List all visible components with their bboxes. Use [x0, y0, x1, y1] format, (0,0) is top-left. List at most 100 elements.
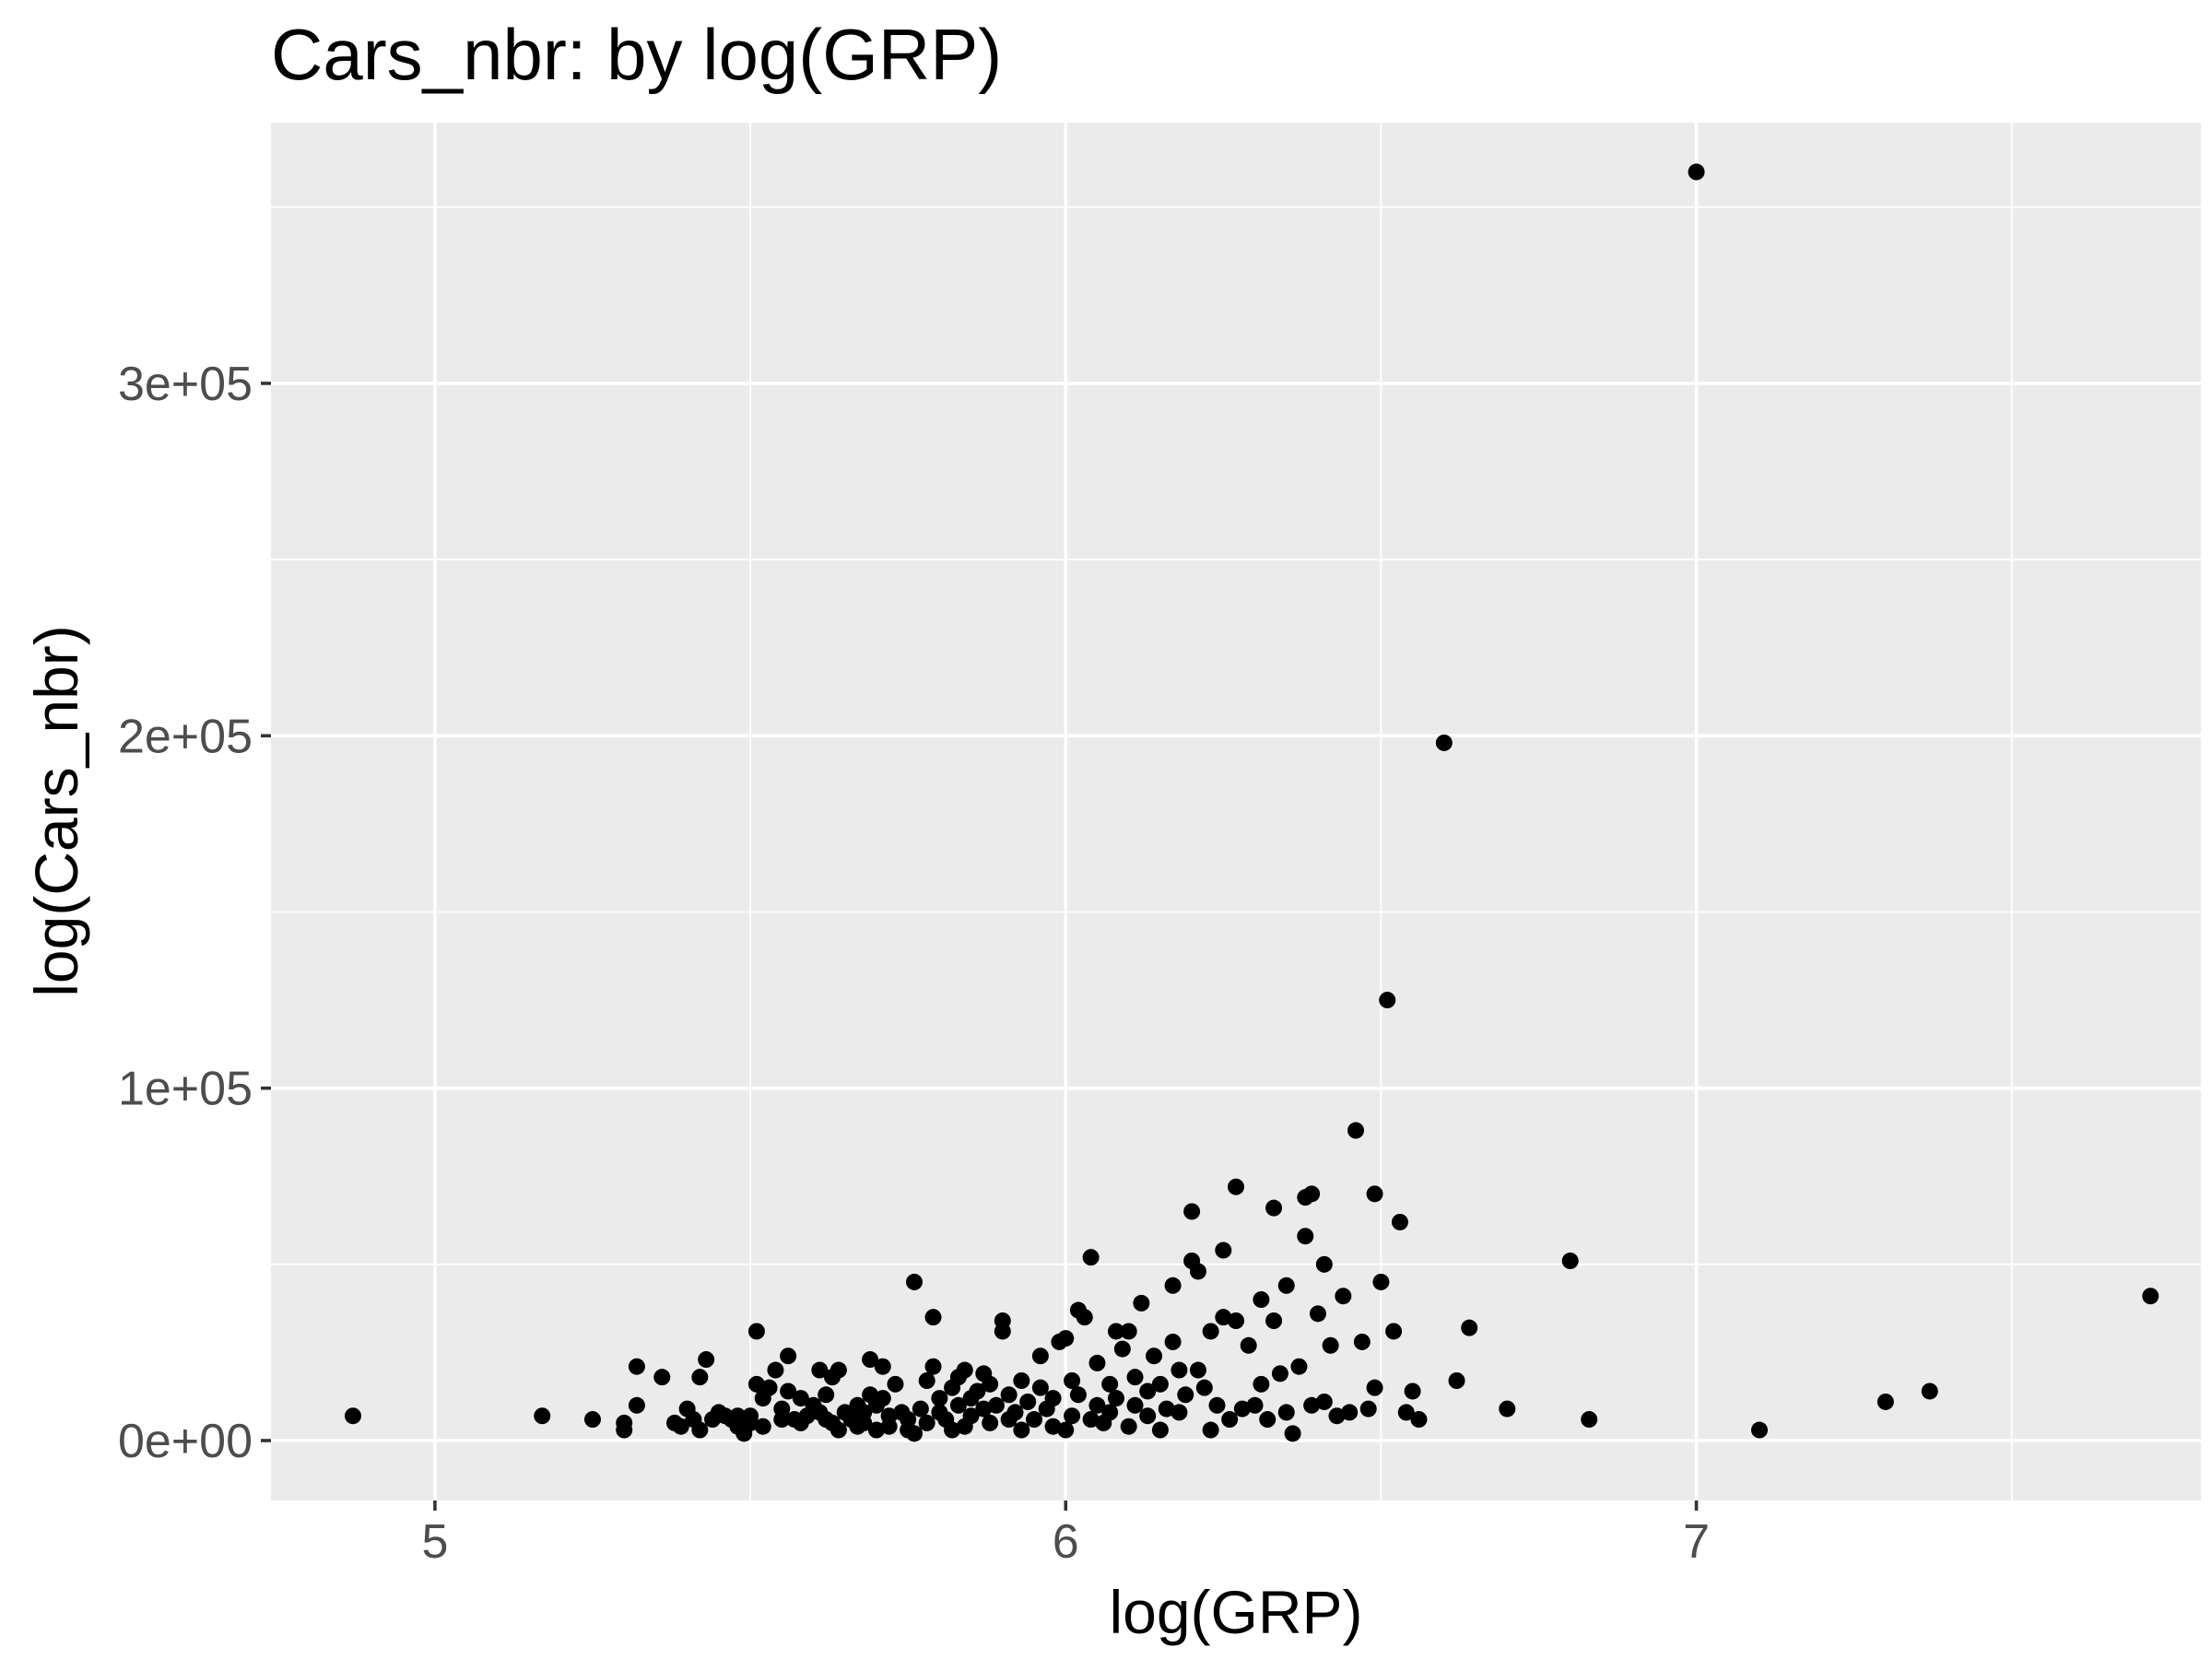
data-point [1158, 1400, 1175, 1418]
data-point [1044, 1418, 1062, 1435]
data-point [918, 1414, 935, 1431]
data-point [1561, 1253, 1579, 1269]
grid-major [271, 123, 2201, 1500]
y-tick-label: 1e+05 [118, 1063, 253, 1116]
data-point [1253, 1291, 1270, 1309]
data-point [747, 1323, 765, 1340]
data-point [906, 1425, 923, 1442]
data-point [1139, 1382, 1157, 1400]
data-point [887, 1375, 904, 1393]
data-point [1031, 1347, 1049, 1365]
data-point [1126, 1369, 1144, 1386]
data-point [1277, 1277, 1295, 1294]
tick-labels: 5 6 7 0e+00 1e+05 2e+05 3e+05 [118, 358, 1710, 1569]
data-point [534, 1407, 551, 1425]
data-point [1000, 1386, 1018, 1404]
data-point [1253, 1375, 1270, 1393]
data-point [1088, 1396, 1106, 1414]
data-point [1315, 1255, 1333, 1273]
grid-minor [271, 123, 2201, 1500]
data-point [653, 1369, 671, 1386]
data-point [1057, 1421, 1075, 1439]
data-point [811, 1361, 829, 1379]
data-point [1013, 1372, 1030, 1389]
data-point [1353, 1333, 1371, 1350]
data-point [1240, 1336, 1257, 1354]
data-point [1359, 1400, 1377, 1418]
data-point [975, 1400, 993, 1418]
y-tick-label: 2e+05 [118, 710, 253, 763]
y-tick-label: 3e+05 [118, 358, 253, 411]
data-point [1877, 1393, 1894, 1410]
data-point [1315, 1393, 1333, 1410]
data-point [1921, 1382, 1938, 1400]
data-point [1215, 1241, 1232, 1259]
data-point [672, 1418, 689, 1435]
data-point [1303, 1185, 1321, 1203]
data-point [1309, 1305, 1326, 1323]
data-point [862, 1351, 879, 1369]
data-point [1146, 1347, 1163, 1365]
data-point [754, 1418, 771, 1435]
data-point [1177, 1386, 1194, 1404]
data-point [944, 1421, 961, 1439]
data-point [1006, 1404, 1024, 1421]
data-point [1322, 1336, 1339, 1354]
data-point [1019, 1393, 1037, 1410]
data-point [1277, 1404, 1295, 1421]
data-point [773, 1400, 791, 1418]
data-point [691, 1369, 709, 1386]
data-point [874, 1390, 891, 1407]
data-point [1297, 1228, 1314, 1245]
data-point [1088, 1354, 1106, 1371]
data-point [949, 1396, 967, 1414]
data-point [1101, 1404, 1119, 1421]
axis-ticks [261, 382, 1699, 1511]
x-tick-label: 7 [1683, 1515, 1710, 1569]
data-point [584, 1411, 601, 1429]
data-point [1335, 1288, 1352, 1305]
data-point [1057, 1330, 1075, 1347]
data-point [924, 1358, 942, 1375]
data-point [1183, 1203, 1201, 1220]
data-point [874, 1358, 891, 1375]
data-point [830, 1421, 847, 1439]
data-point [1397, 1404, 1415, 1421]
data-point [931, 1390, 948, 1407]
data-point [1303, 1396, 1321, 1414]
data-point [1290, 1358, 1308, 1375]
data-point [1265, 1312, 1283, 1329]
data-point [1259, 1411, 1277, 1429]
data-point [1064, 1407, 1081, 1425]
data-point [1189, 1361, 1206, 1379]
data-point [616, 1421, 633, 1439]
data-point [1284, 1425, 1301, 1442]
data-point [1113, 1340, 1131, 1358]
data-point [1448, 1372, 1465, 1389]
data-point [880, 1418, 898, 1435]
data-point [792, 1390, 809, 1407]
data-point [1341, 1404, 1359, 1421]
x-tick-label: 6 [1053, 1515, 1079, 1569]
data-point [1101, 1375, 1119, 1393]
data-point [1379, 992, 1396, 1009]
data-point [1026, 1411, 1043, 1429]
y-axis-title: log(Cars_nbr) [22, 625, 90, 996]
data-point [918, 1372, 935, 1389]
data-point [691, 1421, 709, 1439]
data-point [1410, 1411, 1428, 1429]
plot-panel [271, 123, 2201, 1500]
data-point [1233, 1400, 1251, 1418]
data-point [956, 1361, 973, 1379]
data-point [1069, 1386, 1087, 1404]
data-point [982, 1414, 999, 1431]
data-point [1107, 1390, 1124, 1407]
data-point [780, 1347, 797, 1365]
data-point [1265, 1199, 1283, 1217]
data-point [1133, 1294, 1150, 1312]
data-point [747, 1375, 765, 1393]
data-point [1215, 1309, 1232, 1326]
data-point [1461, 1319, 1478, 1336]
data-point [1499, 1400, 1516, 1418]
x-tick-label: 5 [421, 1515, 448, 1569]
